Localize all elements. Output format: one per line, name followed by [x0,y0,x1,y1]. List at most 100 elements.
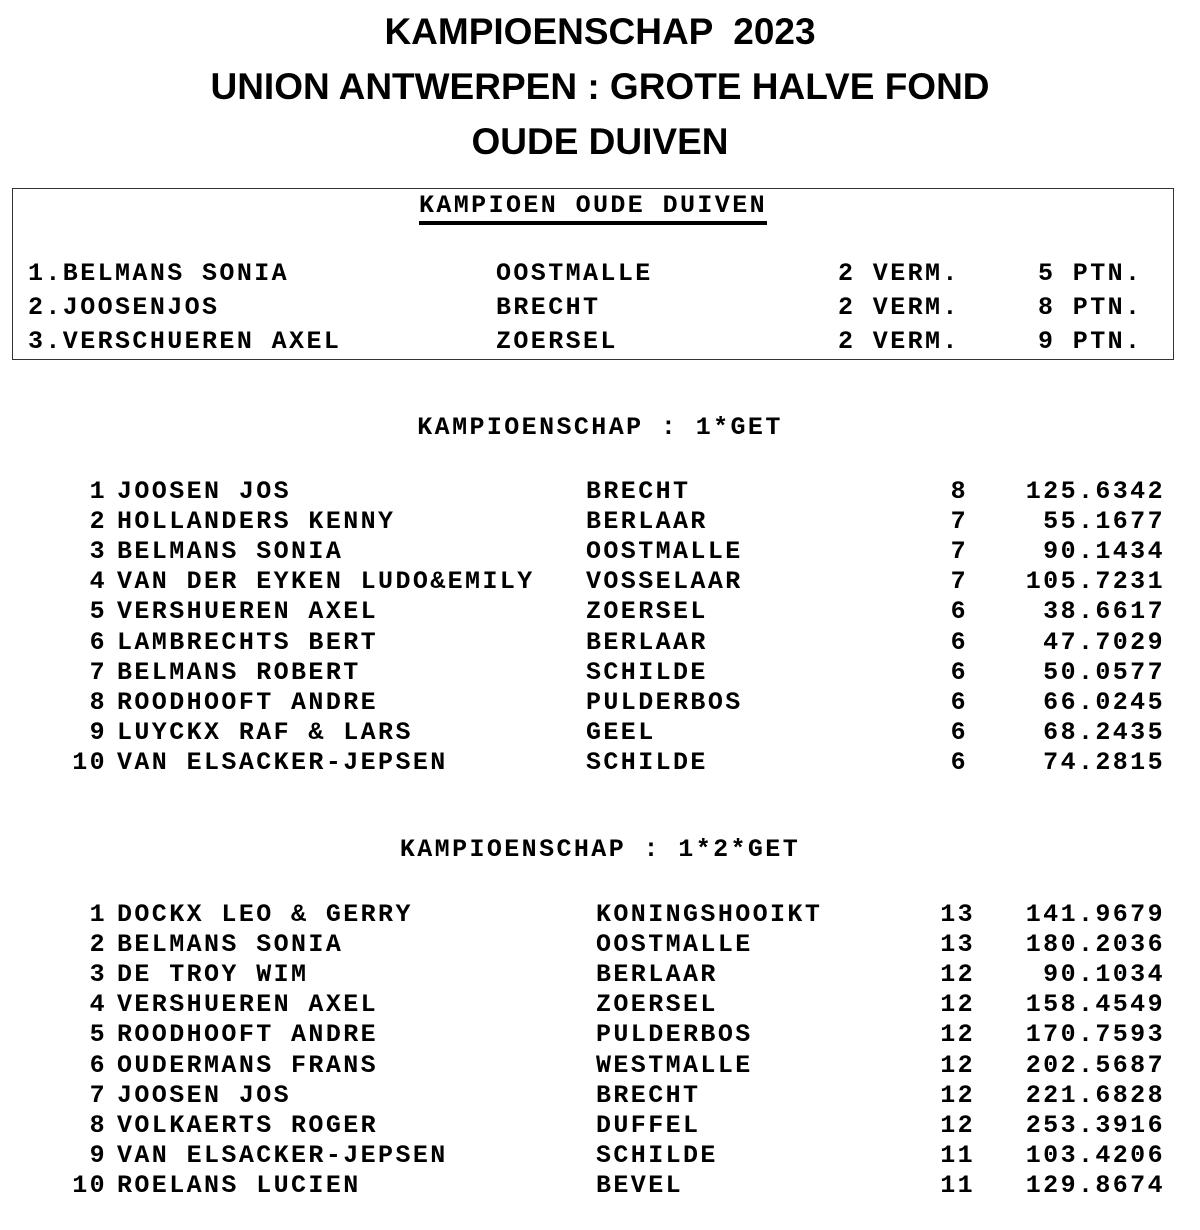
city-cell: BERLAAR [596,960,718,990]
city-cell: BRECHT [596,1080,701,1110]
value-cell: 202.5687 [1025,1050,1165,1080]
champion-points: 8 PTN. [1038,293,1143,322]
value-cell: 105.7231 [1025,567,1165,597]
city-cell: PULDERBOS [586,687,743,717]
value-cell: 90.1434 [1043,537,1165,567]
count-cell: 12 [940,960,975,990]
champion-verm: 2 VERM. [838,293,960,322]
name-cell: BELMANS SONIA [117,537,344,567]
champion-points: 5 PTN. [1038,259,1143,288]
value-cell: 90.1034 [1043,960,1165,990]
count-cell: 7 [950,567,968,597]
champion-name: 1.BELMANS SONIA [28,259,290,288]
city-cell: SCHILDE [586,657,708,687]
name-cell: LUYCKX RAF & LARS [117,717,413,747]
count-cell: 6 [950,717,968,747]
city-cell: BRECHT [586,477,691,506]
name-cell: DE TROY WIM [117,960,309,990]
champion-city: BRECHT [496,293,601,322]
rank-cell: 8 [89,687,107,717]
value-cell: 129.8674 [1025,1170,1165,1200]
city-cell: ZOERSEL [596,990,718,1020]
rank-cell: 10 [72,747,107,777]
count-cell: 12 [940,1110,975,1140]
value-cell: 50.0577 [1043,657,1165,687]
section-heading-12get: KAMPIOENSCHAP : 1*2*GET [399,835,801,864]
count-cell: 6 [950,597,968,627]
rank-cell: 8 [89,1110,107,1140]
rank-cell: 3 [89,537,107,567]
rank-cell: 2 [89,930,107,960]
value-cell: 141.9679 [1025,900,1165,929]
count-cell: 12 [940,990,975,1020]
count-cell: 6 [950,627,968,657]
city-cell: ZOERSEL [586,597,708,627]
value-cell: 221.6828 [1025,1080,1165,1110]
champion-box: KAMPIOEN OUDE DUIVEN 1.BELMANS SONIA OOST… [12,188,1174,360]
champion-verm: 2 VERM. [838,327,960,356]
rank-cell: 1 [89,900,107,929]
count-cell: 12 [940,1020,975,1050]
rank-cell: 3 [89,960,107,990]
count-cell: 11 [940,1170,975,1200]
title-line-1: KAMPIOENSCHAP 2023 [384,11,816,52]
rank-cell: 7 [89,657,107,687]
rank-cell: 2 [89,507,107,537]
champion-points: 9 PTN. [1038,327,1143,356]
champion-name: 2.JOOSENJOS [28,293,220,322]
name-cell: ROODHOOFT ANDRE [117,1020,379,1050]
value-cell: 125.6342 [1025,477,1165,506]
champion-city: ZOERSEL [496,327,618,356]
name-cell: VAN DER EYKEN LUDO&EMILY [117,567,535,597]
city-cell: VOSSELAAR [586,567,743,597]
rank-cell: 4 [89,567,107,597]
name-cell: HOLLANDERS KENNY [117,507,396,537]
name-cell: BELMANS SONIA [117,930,344,960]
champion-verm: 2 VERM. [838,259,960,288]
value-cell: 68.2435 [1043,717,1165,747]
title-line-2: UNION ANTWERPEN : GROTE HALVE FOND [210,66,990,107]
city-cell: KONINGSHOOIKT [596,900,823,929]
name-cell: OUDERMANS FRANS [117,1050,379,1080]
count-cell: 13 [940,930,975,960]
name-cell: LAMBRECHTS BERT [117,627,379,657]
city-cell: DUFFEL [596,1110,701,1140]
city-cell: OOSTMALLE [586,537,743,567]
count-cell: 13 [940,900,975,929]
champion-heading: KAMPIOEN OUDE DUIVEN [13,191,1173,225]
city-cell: BEVEL [596,1170,684,1200]
champion-name: 3.VERSCHUEREN AXEL [28,327,342,356]
rank-cell: 4 [89,990,107,1020]
value-cell: 47.7029 [1043,627,1165,657]
value-cell: 74.2815 [1043,747,1165,777]
count-cell: 6 [950,657,968,687]
count-cell: 11 [940,1140,975,1170]
name-cell: ROODHOOFT ANDRE [117,687,379,717]
name-cell: JOOSEN JOS [117,1080,292,1110]
city-cell: PULDERBOS [596,1020,753,1050]
count-cell: 12 [940,1050,975,1080]
count-cell: 12 [940,1080,975,1110]
name-cell: ROELANS LUCIEN [117,1170,361,1200]
name-cell: VAN ELSACKER-JEPSEN [117,747,448,777]
count-cell: 7 [950,507,968,537]
city-cell: WESTMALLE [596,1050,753,1080]
rank-cell: 9 [89,717,107,747]
count-cell: 8 [950,477,968,506]
count-cell: 7 [950,537,968,567]
name-cell: VERSHUEREN AXEL [117,597,379,627]
rank-cell: 7 [89,1080,107,1110]
rank-cell: 5 [89,597,107,627]
rank-cell: 5 [89,1020,107,1050]
city-cell: OOSTMALLE [596,930,753,960]
rank-cell: 10 [72,1170,107,1200]
value-cell: 158.4549 [1025,990,1165,1020]
rank-cell: 1 [89,477,107,506]
rank-cell: 9 [89,1140,107,1170]
city-cell: BERLAAR [586,507,708,537]
name-cell: DOCKX LEO & GERRY [117,900,413,929]
city-cell: SCHILDE [586,747,708,777]
value-cell: 38.6617 [1043,597,1165,627]
value-cell: 66.0245 [1043,687,1165,717]
name-cell: VAN ELSACKER-JEPSEN [117,1140,448,1170]
